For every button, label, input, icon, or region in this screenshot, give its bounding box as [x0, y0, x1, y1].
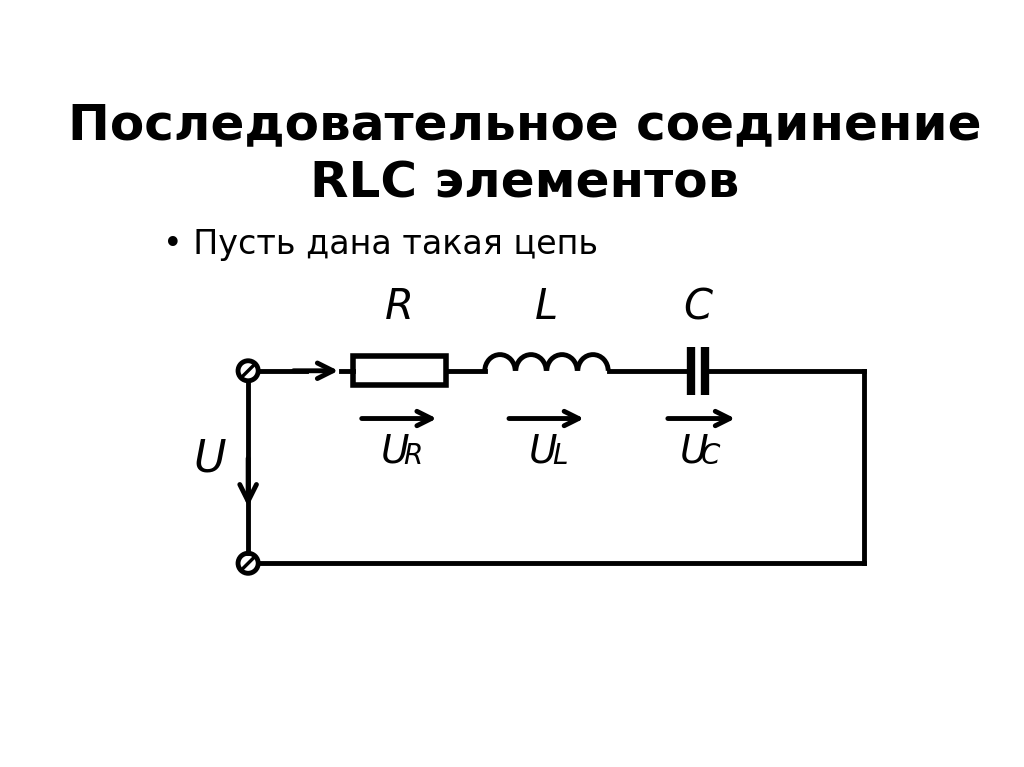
- Text: L: L: [535, 286, 558, 328]
- Text: U: U: [381, 433, 410, 470]
- Text: C: C: [683, 286, 712, 328]
- Bar: [352, 356, 445, 385]
- Text: • Пусть дана такая цепь: • Пусть дана такая цепь: [163, 229, 598, 262]
- Text: RLC элементов: RLC элементов: [310, 159, 739, 207]
- Text: U: U: [528, 433, 557, 470]
- Text: R: R: [385, 286, 414, 328]
- Text: C: C: [701, 442, 721, 469]
- Text: U: U: [680, 433, 708, 470]
- Text: R: R: [402, 442, 422, 469]
- Text: U: U: [194, 438, 225, 481]
- Text: L: L: [552, 442, 567, 469]
- Text: Последовательное соединение: Последовательное соединение: [68, 101, 982, 150]
